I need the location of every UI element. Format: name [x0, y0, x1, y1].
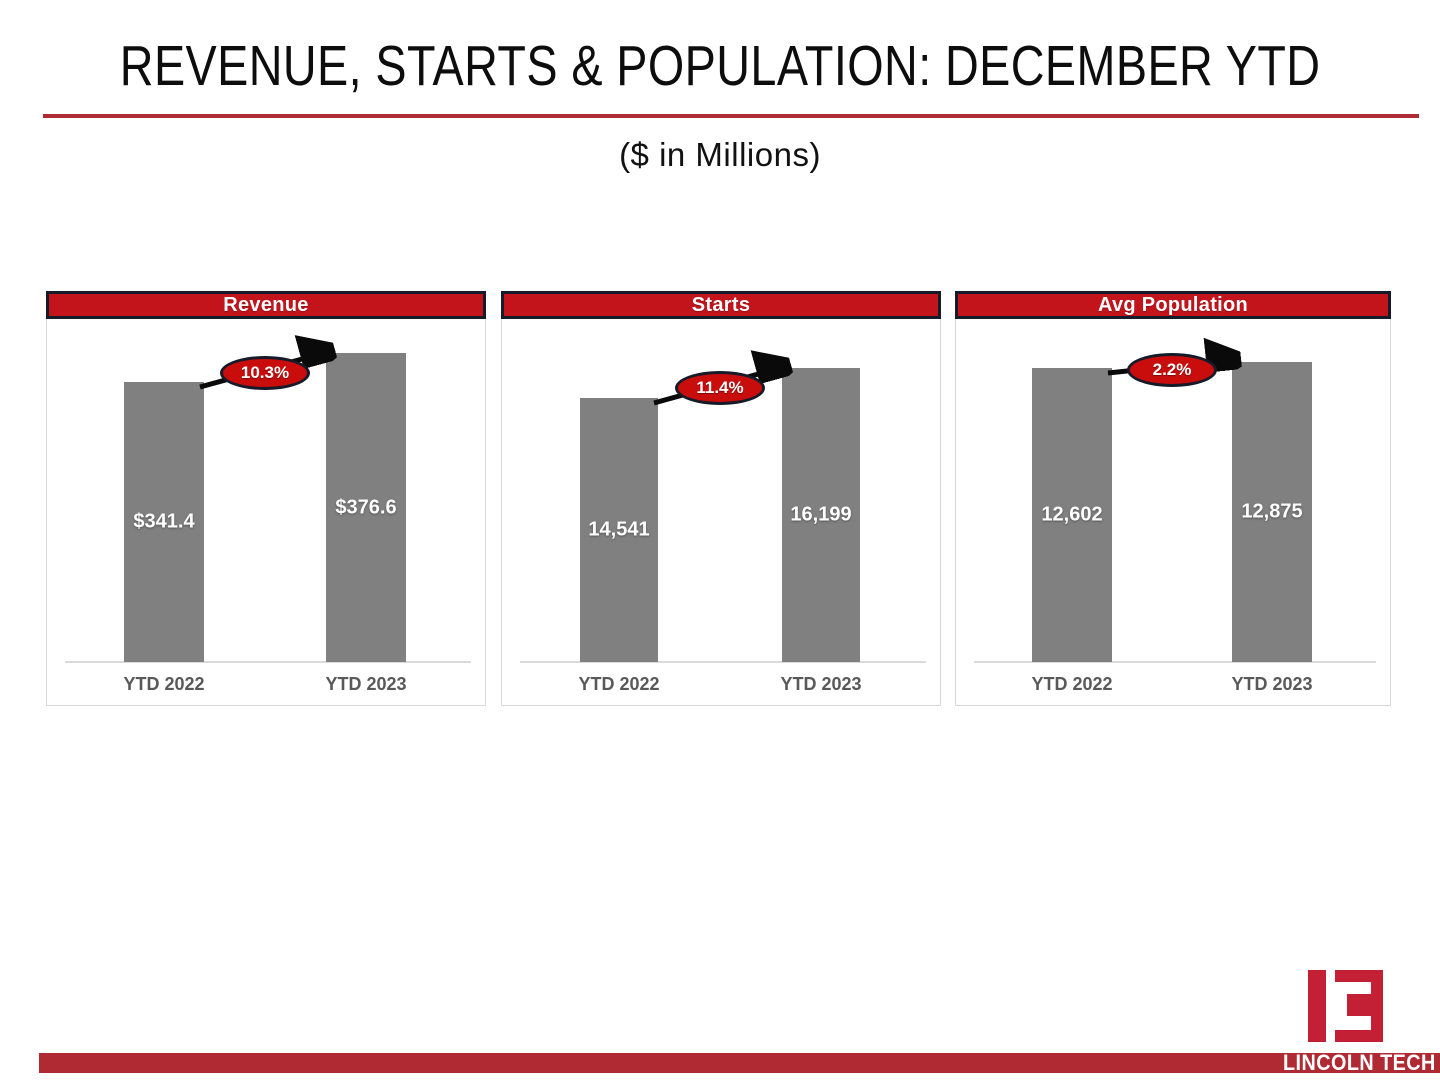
chart-panel-revenue: Revenue $341.4 $376.6 10.3% YTD 2022 YTD…: [46, 291, 486, 706]
axis-baseline: [974, 661, 1376, 663]
chart-body-starts: 14,541 16,199 11.4% YTD 2022 YTD 2023: [501, 319, 941, 706]
chart-panel-starts: Starts 14,541 16,199 11.4% YTD 2022 YTD …: [501, 291, 941, 706]
chart-header-starts: Starts: [501, 291, 941, 319]
axis-label-ytd-2022: YTD 2022: [123, 674, 205, 694]
chart-header-avg-population: Avg Population: [955, 291, 1391, 319]
chart-title: Starts: [691, 293, 751, 316]
chart-body-avg-population: 12,602 12,875 2.2% YTD 2022 YTD 2023: [955, 319, 1391, 706]
bar-ytd-2023: $376.6: [326, 353, 406, 662]
brand-name: LINCOLN TECH: [1283, 1050, 1436, 1075]
chart-title: Revenue: [223, 293, 309, 316]
growth-badge: 11.4%: [675, 371, 765, 405]
axis-baseline: [520, 661, 926, 663]
bar-ytd-2022: 14,541: [580, 398, 658, 662]
axis-baseline: [65, 661, 471, 663]
footer-bar: LINCOLN TECH: [39, 1050, 1440, 1075]
bar-value-label: $341.4: [133, 510, 195, 533]
bar-value-label: 14,541: [588, 518, 650, 541]
axis-label-ytd-2022: YTD 2022: [1031, 674, 1113, 694]
axis-label-ytd-2023: YTD 2023: [780, 674, 862, 694]
axis-label-ytd-2023: YTD 2023: [1231, 674, 1313, 694]
chart-header-revenue: Revenue: [46, 291, 486, 319]
slide-subtitle: ($ in Millions): [619, 136, 821, 173]
growth-badge: 10.3%: [220, 355, 310, 390]
axis-label-ytd-2022: YTD 2022: [578, 674, 660, 694]
page-title-text: REVENUE, STARTS & POPULATION: DECEMBER Y…: [119, 34, 1321, 98]
chart-title: Avg Population: [1097, 293, 1249, 316]
bar-value-label: 12,602: [1041, 503, 1103, 526]
bar-ytd-2023: 12,875: [1232, 362, 1312, 662]
bar-value-label: $376.6: [335, 496, 397, 518]
bar-value-label: 16,199: [790, 503, 852, 526]
growth-badge: 2.2%: [1127, 353, 1217, 387]
lincoln-tech-logo-icon: [1308, 970, 1383, 1042]
bar-ytd-2023: 16,199: [782, 368, 860, 662]
bar-ytd-2022: $341.4: [124, 382, 204, 662]
title-underline: [43, 114, 1419, 118]
bar-value-label: 12,875: [1241, 500, 1303, 523]
bar-ytd-2022: 12,602: [1032, 368, 1112, 662]
chart-body-revenue: $341.4 $376.6 10.3% YTD 2022 YTD 2023: [46, 319, 486, 706]
axis-label-ytd-2023: YTD 2023: [325, 674, 407, 694]
chart-panel-avg-population: Avg Population 12,602 12,875 2.2% YTD 20…: [955, 291, 1391, 706]
page-title: REVENUE, STARTS & POPULATION: DECEMBER Y…: [0, 30, 1440, 102]
